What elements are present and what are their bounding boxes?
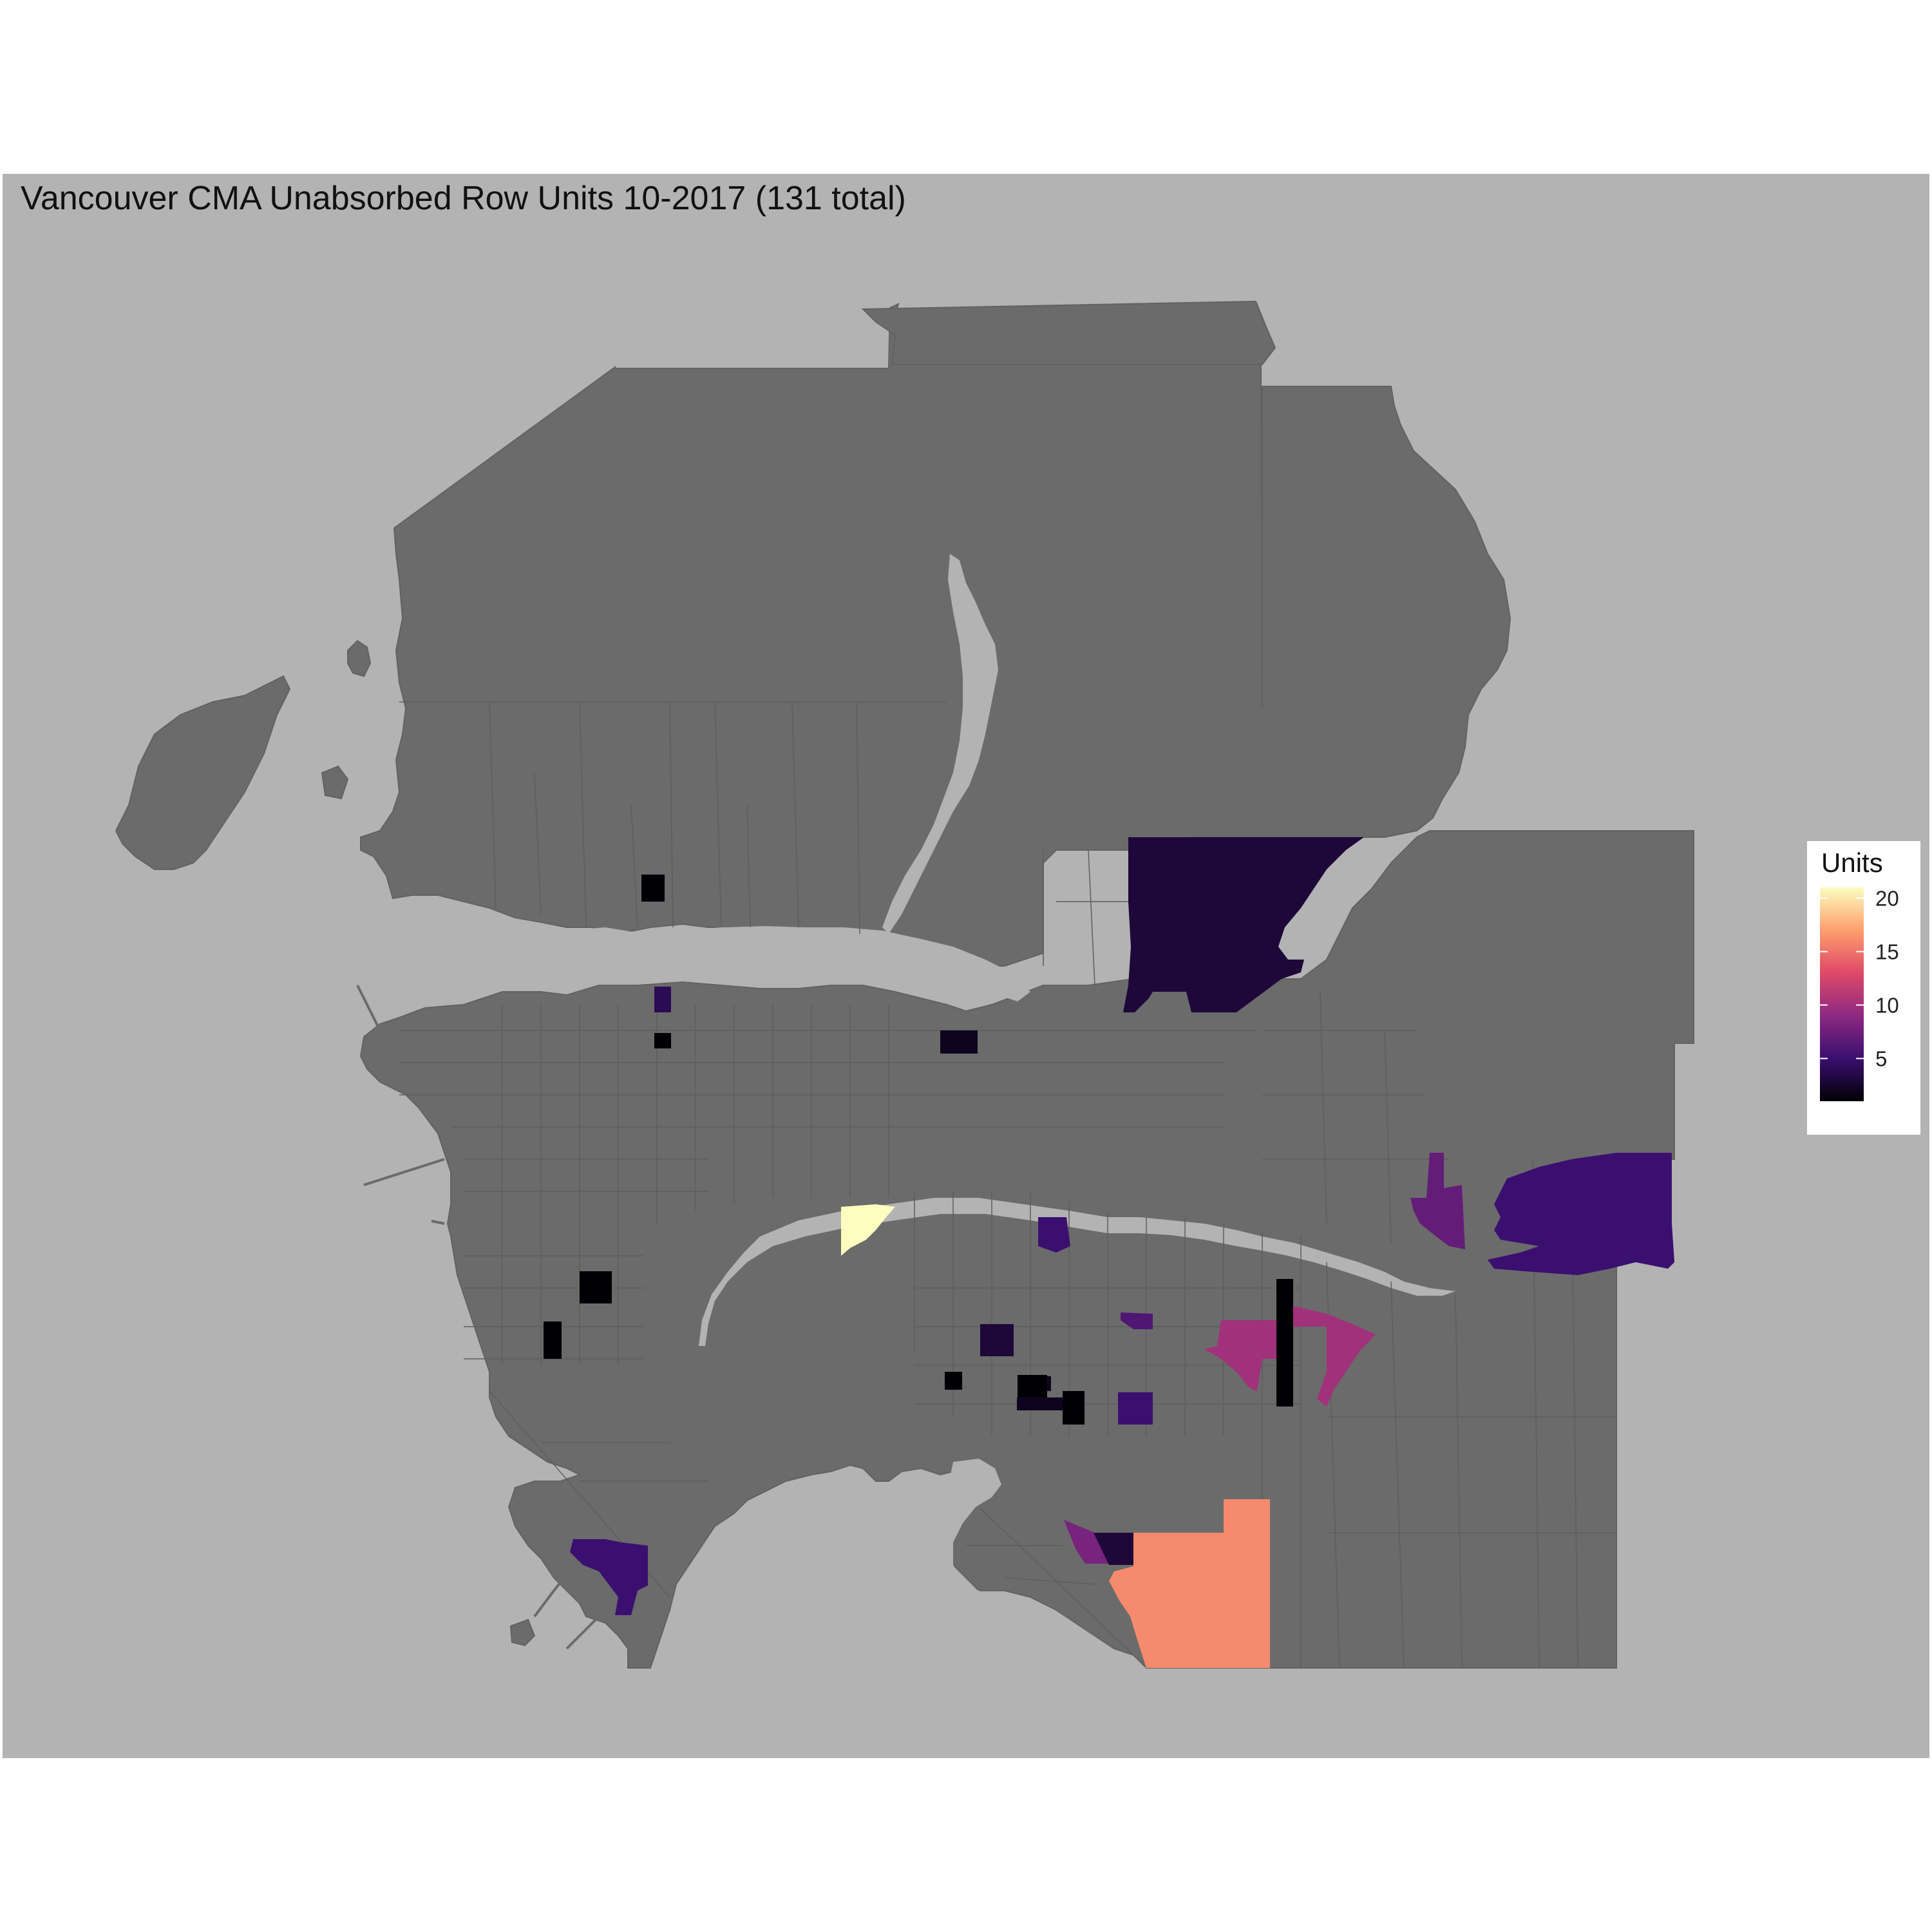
legend-ticks: 5 10 15 20: [1820, 887, 1899, 1071]
region-new-west-b[interactable]: [1121, 1312, 1153, 1329]
region-surrey-block-d[interactable]: [1063, 1391, 1084, 1425]
jetties: [356, 985, 607, 1650]
map-title: Vancouver CMA Unabsorbed Row Units 10-20…: [21, 180, 906, 217]
choropleth-regions: [544, 837, 1674, 1668]
region-surrey-south-small[interactable]: [1064, 1520, 1109, 1564]
legend-colorbar: 5 10 15 20: [1820, 887, 1899, 1101]
region-vancouver-west-a[interactable]: [580, 1271, 612, 1303]
water-layer: [489, 554, 1455, 1668]
fraser-river: [699, 1198, 1455, 1346]
land-layer: [115, 300, 1694, 1669]
region-surrey-north-strip[interactable]: [1276, 1279, 1293, 1406]
region-surrey-fleetwood[interactable]: [1204, 1306, 1376, 1406]
region-surrey-block-b[interactable]: [1018, 1375, 1047, 1397]
region-coquitlam-north[interactable]: [1488, 1153, 1674, 1275]
land-north-shore: [360, 303, 1511, 967]
region-surrey-block-a[interactable]: [945, 1372, 962, 1390]
legend-title: Units: [1821, 848, 1883, 878]
region-surrey-south-block[interactable]: [1094, 1533, 1133, 1565]
region-surrey-block-e[interactable]: [1118, 1392, 1153, 1425]
land-lower-mainland: [359, 830, 1694, 1669]
boundary-bay: [937, 1459, 1146, 1668]
region-burnaby-hastings[interactable]: [940, 1030, 978, 1054]
region-surrey-block-c[interactable]: [1017, 1397, 1063, 1410]
jetty-north-arm: [363, 1158, 445, 1186]
jetty-iona: [431, 1220, 445, 1225]
causeway-tsawwassen: [533, 1557, 581, 1618]
land-north-peak: [861, 300, 1276, 365]
region-south-surrey[interactable]: [1109, 1499, 1270, 1668]
land-bowen-island: [115, 675, 291, 870]
legend-tick-label: 15: [1875, 940, 1899, 964]
causeway-roberts-bank: [565, 1609, 607, 1650]
region-east-van-north-small[interactable]: [654, 1033, 671, 1048]
region-vancouver-west-b[interactable]: [544, 1321, 562, 1359]
region-east-van-north[interactable]: [654, 987, 671, 1012]
legend-tick-label: 10: [1875, 994, 1899, 1018]
legend: Units 5 10 15 20: [1807, 841, 1920, 1135]
region-delta-tsawwassen[interactable]: [570, 1539, 648, 1615]
legend-gradient: [1820, 887, 1864, 1101]
land-islet-2: [321, 765, 349, 800]
region-north-van-block[interactable]: [641, 875, 665, 902]
region-burnaby-south[interactable]: [980, 1324, 1014, 1356]
burrard-inlet: [489, 921, 1030, 1001]
land-islet-4: [509, 1618, 536, 1647]
indian-arm: [882, 554, 998, 934]
region-burnaby-north-east[interactable]: [1123, 837, 1364, 1012]
jetty-northwest: [356, 985, 420, 1064]
region-port-coquitlam[interactable]: [1038, 1217, 1070, 1253]
legend-tick-label: 5: [1875, 1047, 1887, 1071]
region-coquitlam-west[interactable]: [1410, 1153, 1465, 1249]
region-richmond-central[interactable]: [841, 1204, 895, 1256]
legend-tick-label: 20: [1875, 887, 1899, 911]
land-islet-1: [347, 639, 372, 677]
